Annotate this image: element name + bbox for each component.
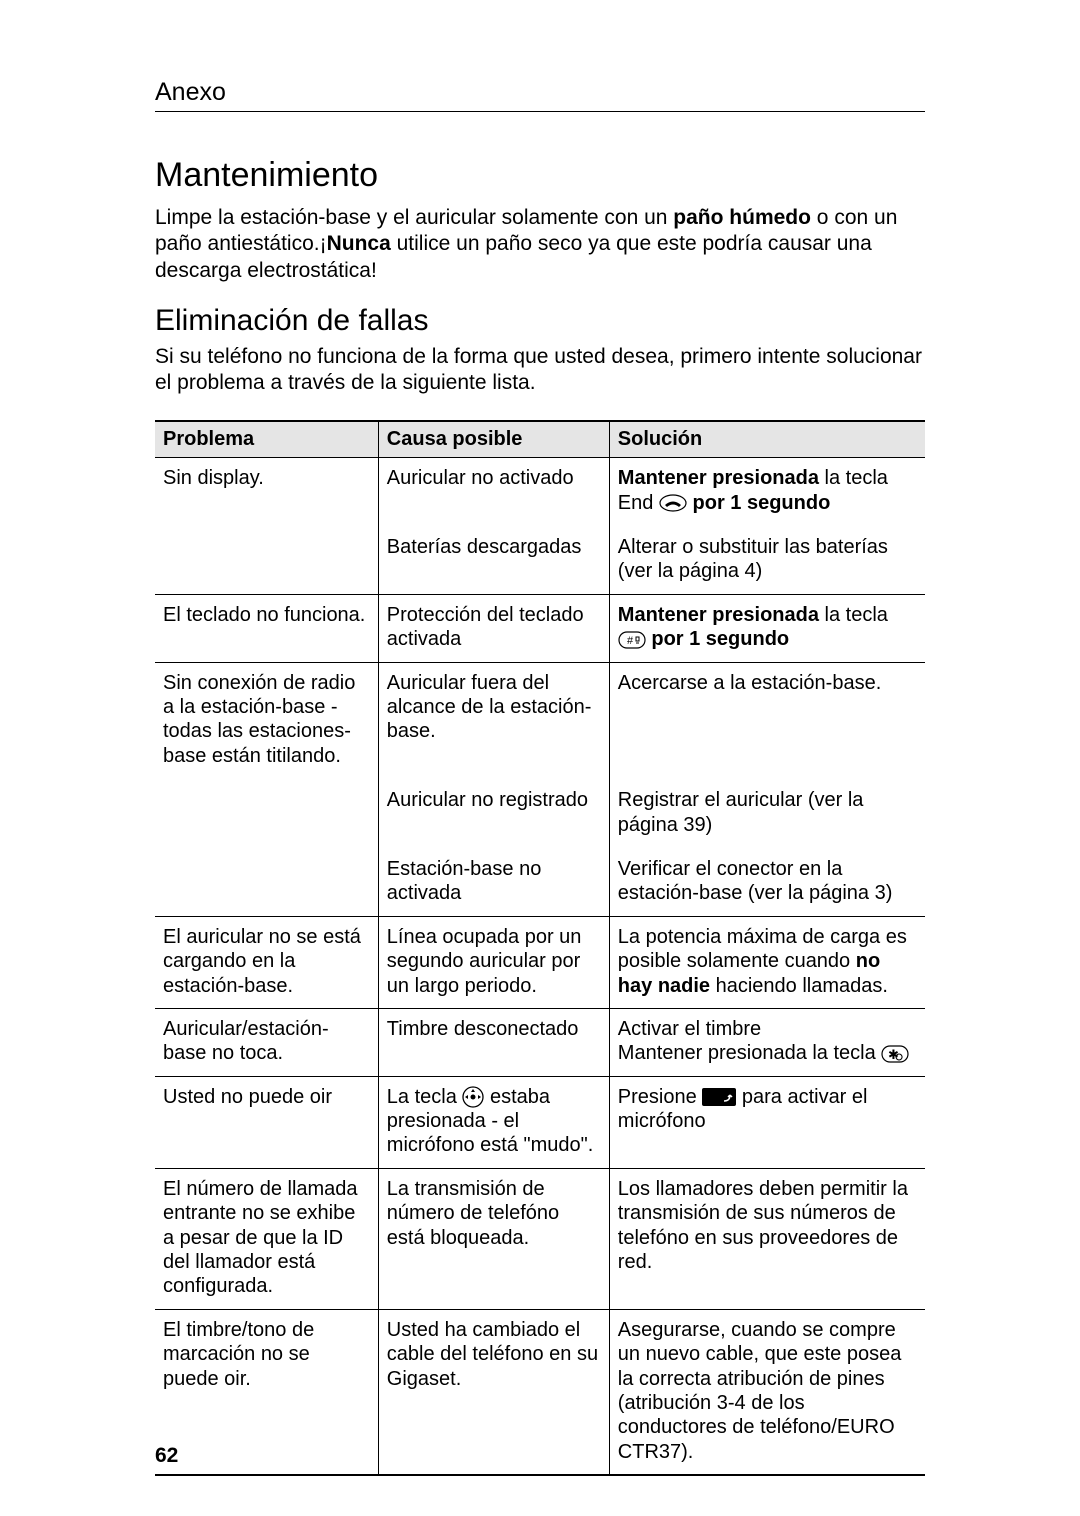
cell-solucion: La potencia máxima de carga es posible s… (609, 916, 925, 1008)
page-number: 62 (155, 1444, 178, 1468)
heading-mantenimiento: Mantenimiento (155, 156, 925, 195)
cell-solucion: Verificar el conector en la estación-bas… (609, 847, 925, 916)
cell-problema: Auricular/estación-base no toca. (155, 1008, 378, 1076)
star-icon: ✱ (881, 1045, 909, 1063)
cell-solucion: Registrar el auricular (ver la página 39… (609, 778, 925, 847)
th-problema: Problema (155, 421, 378, 458)
cell-problema: Sin conexión de radio a la estación-base… (155, 662, 378, 778)
table-row: El auricular no se está cargando en la e… (155, 916, 925, 1008)
paragraph-maintenance: Limpe la estación-base y el auricular so… (155, 205, 925, 284)
cell-causa: Línea ocupada por un segundo auricular p… (378, 916, 609, 1008)
cell-causa: Usted ha cambiado el cable del teléfono … (378, 1309, 609, 1475)
p1-pre: Limpe la estación-base y el auricular so… (155, 206, 673, 229)
table-row: Estación-base no activadaVerificar el co… (155, 847, 925, 916)
cell-problema: Usted no puede oir (155, 1076, 378, 1168)
cell-solucion: Acercarse a la estación-base. (609, 662, 925, 778)
header-text: Anexo (155, 78, 226, 106)
p1-bold1: paño húmedo (673, 206, 811, 229)
cell-solucion: Mantener presionada la tecla End por 1 s… (609, 458, 925, 525)
end-icon (659, 494, 687, 512)
cell-causa: Auricular no registrado (378, 778, 609, 847)
cell-causa: La transmisión de número de telefóno est… (378, 1168, 609, 1309)
cell-causa: La tecla estaba presionada - el micrófon… (378, 1076, 609, 1168)
cell-causa: Timbre desconectado (378, 1008, 609, 1076)
cell-problema (155, 778, 378, 847)
nav-icon (462, 1086, 484, 1108)
th-causa: Causa posible (378, 421, 609, 458)
svg-text:#: # (627, 635, 634, 647)
cell-solucion: Mantener presionada la tecla # por 1 seg… (609, 594, 925, 662)
cell-causa: Estación-base no activada (378, 847, 609, 916)
table-row: Usted no puede oirLa tecla estaba presio… (155, 1076, 925, 1168)
table-row: Sin conexión de radio a la estación-base… (155, 662, 925, 778)
cell-problema (155, 525, 378, 594)
table-header-row: Problema Causa posible Solución (155, 421, 925, 458)
cell-problema: Sin display. (155, 458, 378, 525)
heading-eliminacion: Eliminación de fallas (155, 304, 925, 338)
hash-icon: # (618, 631, 646, 649)
table-row: Sin display.Auricular no activadoMantene… (155, 458, 925, 525)
paragraph-troubleshoot-intro: Si su teléfono no funciona de la forma q… (155, 344, 925, 397)
table-row: Auricular no registradoRegistrar el auri… (155, 778, 925, 847)
cell-problema: El timbre/tono de marcación no se puede … (155, 1309, 378, 1475)
cell-problema (155, 847, 378, 916)
cell-causa: Baterías descargadas (378, 525, 609, 594)
table-row: El número de llamada entrante no se exhi… (155, 1168, 925, 1309)
cell-problema: El teclado no funciona. (155, 594, 378, 662)
cell-causa: Protección del teclado activada (378, 594, 609, 662)
cell-solucion: Presione para activar el micrófono (609, 1076, 925, 1168)
table-row: El timbre/tono de marcación no se puede … (155, 1309, 925, 1475)
table-row: Auricular/estación-base no toca.Timbre d… (155, 1008, 925, 1076)
softkey-icon (702, 1088, 736, 1106)
cell-causa: Auricular fuera del alcance de la estaci… (378, 662, 609, 778)
running-header: Anexo (155, 78, 925, 112)
cell-causa: Auricular no activado (378, 458, 609, 525)
th-solucion: Solución (609, 421, 925, 458)
cell-problema: El número de llamada entrante no se exhi… (155, 1168, 378, 1309)
cell-solucion: Activar el timbreMantener presionada la … (609, 1008, 925, 1076)
table-row: Baterías descargadasAlterar o substituir… (155, 525, 925, 594)
p1-bold2: Nunca (327, 232, 391, 255)
document-page: Anexo Mantenimiento Limpe la estación-ba… (0, 0, 1080, 1516)
cell-solucion: Alterar o substituir las baterías (ver l… (609, 525, 925, 594)
cell-solucion: Los llamadores deben permitir la transmi… (609, 1168, 925, 1309)
cell-solucion: Asegurarse, cuando se compre un nuevo ca… (609, 1309, 925, 1475)
troubleshoot-table: Problema Causa posible Solución Sin disp… (155, 420, 925, 1476)
cell-problema: El auricular no se está cargando en la e… (155, 916, 378, 1008)
table-row: El teclado no funciona.Protección del te… (155, 594, 925, 662)
